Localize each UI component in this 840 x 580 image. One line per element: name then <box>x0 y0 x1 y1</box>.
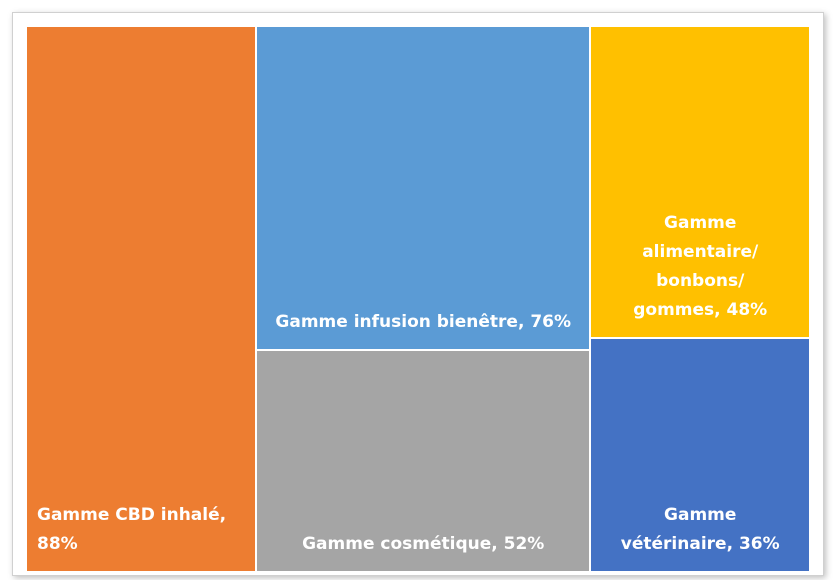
treemap-tile: Gamme vétérinaire, 36% <box>590 338 810 572</box>
treemap-tile: Gamme infusion bienêtre, 76% <box>255 26 591 351</box>
treemap-tile: Gamme CBD inhalé, 88% <box>26 26 256 572</box>
tile-label: Gamme cosmétique, 52% <box>302 534 545 554</box>
tile-label: Gamme CBD inhalé, 88% <box>37 505 227 554</box>
tile-label: Gamme alimentaire/ bonbons/ gommes, 48% <box>633 213 768 320</box>
tile-label: Gamme infusion bienêtre, 76% <box>275 312 572 333</box>
tile-label: Gamme vétérinaire, 36% <box>620 505 780 554</box>
treemap-tile: Gamme alimentaire/ bonbons/ gommes, 48% <box>590 26 810 338</box>
treemap-tile: Gamme cosmétique, 52% <box>255 350 591 572</box>
treemap: Gamme CBD inhalé, 88% Gamme infusion bien… <box>26 26 810 572</box>
